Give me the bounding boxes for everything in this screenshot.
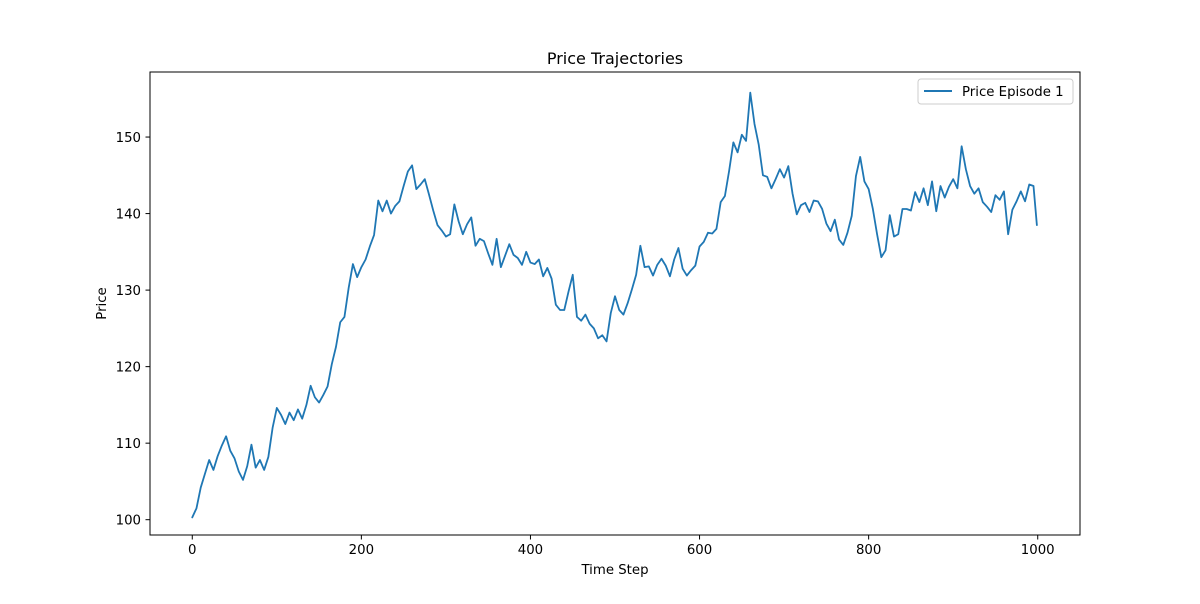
x-tick-label: 200 — [349, 543, 374, 558]
x-axis-label: Time Step — [580, 563, 648, 578]
y-axis-label: Price — [95, 287, 110, 319]
y-tick-label: 120 — [116, 361, 141, 376]
axes-frame — [149, 71, 1081, 536]
x-tick-label: 400 — [518, 543, 543, 558]
series-layer — [191, 91, 1038, 519]
y-axis-ticks: 100 110 120 130 140 150 — [116, 131, 150, 529]
y-tick-label: 100 — [116, 514, 141, 529]
x-tick-label: 1000 — [1021, 543, 1055, 558]
plot-area: 0 200 400 600 800 1000 100 110 120 130 140 150 — [116, 71, 1081, 558]
y-tick-label: 140 — [116, 208, 141, 223]
series-line-price-episode-1 — [191, 91, 1038, 519]
legend-label: Price Episode 1 — [962, 85, 1064, 100]
y-tick-label: 110 — [116, 437, 141, 452]
legend-box — [917, 78, 1074, 105]
x-axis-ticks: 0 200 400 600 800 1000 — [188, 535, 1055, 558]
x-tick-label: 800 — [856, 543, 881, 558]
chart-title: Price Trajectories — [547, 49, 683, 68]
legend: Price Episode 1 — [917, 78, 1074, 105]
y-tick-label: 150 — [116, 131, 141, 146]
y-tick-label: 130 — [116, 284, 141, 299]
x-tick-label: 0 — [188, 543, 196, 558]
x-tick-label: 600 — [687, 543, 712, 558]
